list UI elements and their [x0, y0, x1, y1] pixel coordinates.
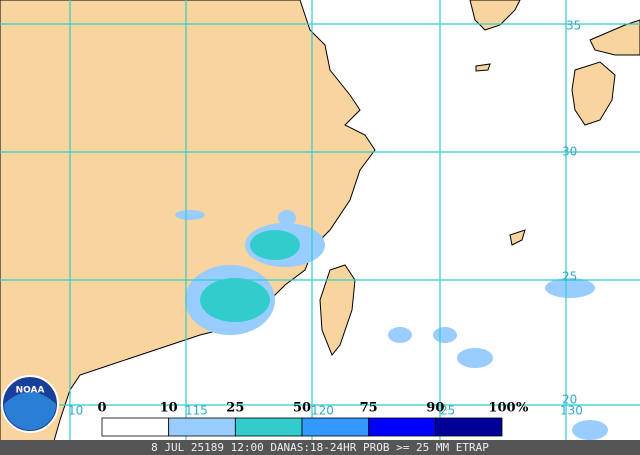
lon-label: 10 — [68, 404, 83, 418]
legend-unit: % — [516, 401, 529, 416]
lat-label: 20 — [562, 393, 577, 407]
legend-swatch — [368, 417, 436, 437]
legend-label: 90 — [426, 401, 444, 416]
lon-label: 120 — [311, 404, 334, 418]
legend-label: 25 — [226, 401, 244, 416]
lon-label: 115 — [185, 404, 208, 418]
legend-swatch — [168, 417, 236, 437]
legend-label: 0 — [97, 401, 106, 416]
legend-label: 50 — [293, 401, 311, 416]
caption: 8 JUL 25189 12:00 DANAS:18-24HR PROB >= … — [151, 441, 489, 454]
legend-label: 10 — [160, 401, 178, 416]
graticule — [0, 0, 640, 440]
legend: 0 10 25 50 75 90 100% — [97, 401, 529, 437]
caption-band — [0, 440, 640, 455]
legend-swatch — [434, 417, 503, 437]
legend-swatch — [234, 417, 303, 437]
legend-swatch — [301, 417, 370, 437]
legend-label: 75 — [360, 401, 378, 416]
lat-label: 30 — [562, 145, 577, 159]
logo-text: NOAA — [16, 386, 45, 396]
lon-label: 130 — [560, 404, 583, 418]
lat-label: 35 — [566, 19, 581, 33]
lat-label: 25 — [562, 270, 577, 284]
legend-swatch — [101, 417, 170, 437]
precip-areas — [175, 210, 608, 440]
legend-label: 100 — [488, 401, 515, 416]
lon-label: 25 — [440, 404, 455, 418]
noaa-logo: NOAA — [1, 375, 59, 433]
